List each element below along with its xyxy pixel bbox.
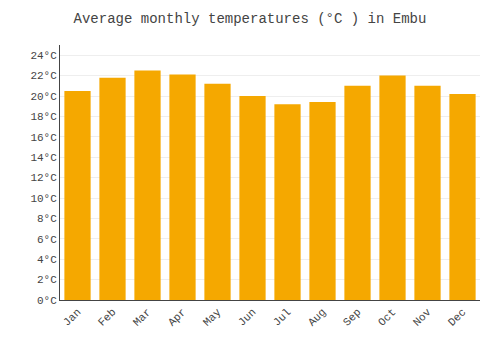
svg-text:12°C: 12°C [30, 172, 57, 184]
svg-text:20°C: 20°C [30, 91, 57, 103]
svg-text:Apr: Apr [166, 306, 188, 328]
svg-text:18°C: 18°C [30, 111, 57, 123]
svg-text:22°C: 22°C [30, 70, 57, 82]
svg-text:10°C: 10°C [30, 193, 57, 205]
svg-text:Feb: Feb [96, 306, 118, 328]
svg-text:Nov: Nov [411, 306, 434, 329]
svg-text:Sep: Sep [341, 306, 363, 328]
svg-text:Aug: Aug [306, 306, 328, 328]
svg-text:Mar: Mar [131, 306, 153, 328]
svg-text:May: May [201, 306, 224, 329]
svg-text:Average monthly temperatures (: Average monthly temperatures (°C ) in Em… [74, 11, 427, 27]
svg-text:Jan: Jan [61, 306, 83, 328]
svg-text:Jul: Jul [271, 306, 293, 328]
svg-text:6°C: 6°C [37, 234, 57, 246]
svg-text:16°C: 16°C [30, 132, 57, 144]
svg-text:Dec: Dec [446, 306, 468, 328]
svg-text:8°C: 8°C [37, 213, 57, 225]
svg-text:2°C: 2°C [37, 274, 57, 286]
svg-text:Jun: Jun [236, 306, 258, 328]
svg-text:14°C: 14°C [30, 152, 57, 164]
svg-text:24°C: 24°C [30, 50, 57, 62]
svg-text:0°C: 0°C [37, 295, 57, 307]
svg-text:Oct: Oct [376, 306, 398, 328]
svg-text:4°C: 4°C [37, 254, 57, 266]
